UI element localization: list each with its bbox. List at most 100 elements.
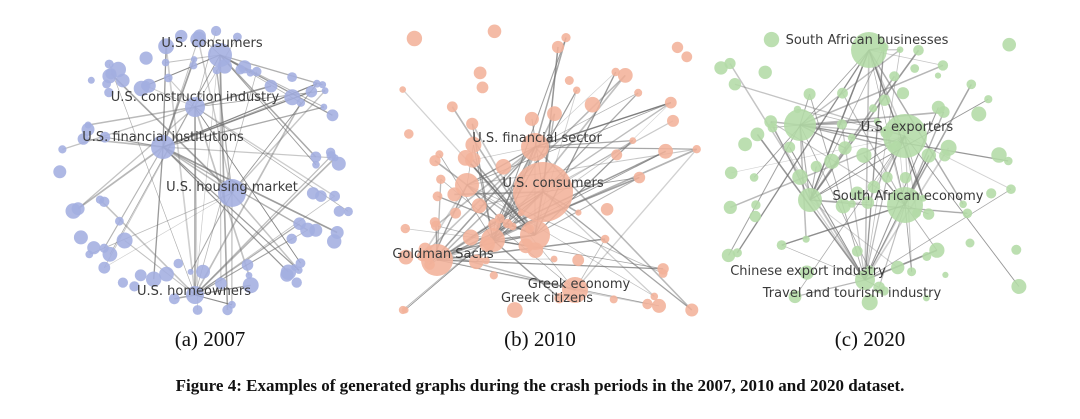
graph-node: [99, 131, 111, 143]
graph-node: [251, 66, 262, 77]
graph-node: [889, 71, 900, 82]
graph-node: [343, 206, 353, 217]
graph-edge: [216, 70, 233, 194]
graph-node: [1004, 156, 1013, 166]
graph-node: [642, 298, 653, 310]
graph-node: [192, 305, 203, 315]
graph-edge: [162, 106, 325, 148]
graph-node: [73, 230, 88, 245]
graph-edge: [842, 92, 906, 206]
graph-edge: [77, 106, 196, 210]
graph-node: [721, 248, 736, 263]
graph-node: [508, 222, 517, 231]
graph-node: [218, 179, 246, 207]
graph-node: [321, 87, 329, 95]
graph-edge: [219, 54, 317, 166]
graph-edge: [162, 146, 289, 273]
graph-node: [788, 290, 802, 304]
graph-node: [792, 169, 808, 185]
graph-node: [81, 122, 95, 136]
graph-node: [880, 126, 893, 139]
graph-node: [896, 46, 904, 53]
graph-node: [767, 122, 778, 133]
graph-node: [398, 305, 407, 315]
graph-node: [488, 218, 501, 231]
graph-edge: [794, 279, 866, 298]
graph-node: [892, 119, 903, 130]
graph-edge: [194, 102, 302, 296]
graph-node: [575, 209, 582, 216]
graph-node: [652, 298, 666, 313]
graph-node: [971, 106, 987, 122]
node-label-south-african-businesses: South African businesses: [786, 33, 949, 48]
graph-edge: [465, 157, 576, 291]
graph-node: [991, 147, 1007, 163]
graph-node: [658, 143, 673, 159]
graph-node: [159, 266, 174, 282]
graph-edge: [194, 106, 301, 264]
graph-node: [562, 277, 588, 303]
graph-node: [432, 191, 443, 202]
graph-edge: [799, 64, 944, 126]
graph-node: [286, 233, 297, 244]
graph-edge: [534, 102, 672, 148]
graph-edge: [466, 184, 655, 297]
graph-node: [561, 33, 571, 43]
graph-node: [264, 79, 278, 93]
graph-node: [102, 79, 111, 89]
graph-edge: [781, 204, 906, 246]
graph-node: [517, 209, 525, 217]
graph-node: [482, 256, 490, 265]
graph-node: [784, 109, 816, 141]
graph-node: [404, 129, 414, 139]
graph-edge: [89, 192, 233, 255]
graph-node: [87, 76, 95, 84]
graph-edge: [83, 138, 164, 148]
graph-node: [667, 114, 679, 127]
graph-node: [1002, 37, 1016, 52]
graph-node: [714, 61, 728, 75]
graph-node: [810, 160, 822, 173]
graph-node: [329, 190, 340, 202]
graph-node: [399, 86, 406, 93]
graph-node: [462, 229, 479, 246]
graph-node: [551, 40, 565, 54]
graph-edge: [864, 177, 888, 281]
graph-edge: [809, 199, 898, 268]
graph-node: [600, 203, 614, 216]
graph-edge: [87, 106, 196, 126]
node-label-south-african-economy: South African economy: [832, 189, 983, 204]
graph-edge: [219, 54, 323, 86]
graph-node: [471, 198, 487, 214]
graph-node: [611, 67, 620, 77]
graph-node: [435, 150, 444, 159]
graph-node: [692, 145, 701, 154]
graph-node: [835, 198, 851, 214]
graph-node: [633, 171, 646, 184]
graph-node: [173, 258, 184, 269]
graph-node: [965, 238, 975, 248]
graph-edge: [145, 54, 221, 87]
graph-node: [749, 173, 759, 182]
graph-node: [865, 265, 875, 275]
graph-node: [913, 45, 924, 56]
graph-edge: [770, 121, 811, 201]
graph-node: [861, 196, 875, 209]
graph-node: [564, 76, 574, 85]
graph-edge: [864, 47, 885, 281]
graph-edge: [534, 37, 567, 148]
graph-edge: [781, 244, 866, 281]
graph-node: [77, 133, 90, 145]
graph-node: [776, 240, 787, 251]
graph-edge: [794, 135, 906, 297]
graph-node: [751, 200, 761, 210]
node-label-us-exporters: U.S. exporters: [861, 120, 954, 135]
node-label-us-construction-industry: U.S. construction industry: [111, 90, 280, 105]
graph-edge: [542, 191, 693, 311]
graph-edge: [194, 155, 332, 296]
graph-node: [803, 88, 816, 101]
graph-node: [784, 141, 796, 153]
graph-node: [1006, 184, 1016, 194]
graph-edge: [194, 30, 217, 108]
